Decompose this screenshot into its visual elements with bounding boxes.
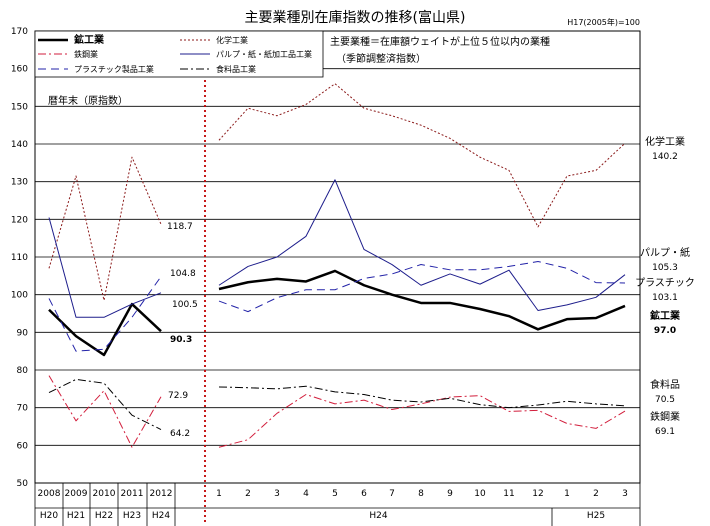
series-line-monthly-mining xyxy=(218,269,626,331)
annual-end-label-plastic: 104.8 xyxy=(170,269,196,279)
end-label-value-plastic: 103.1 xyxy=(652,293,678,303)
x-tick-label-month: 8 xyxy=(418,489,424,499)
series-line-annual-pulp xyxy=(48,217,162,318)
y-tick-label: 150 xyxy=(11,102,28,112)
y-tick-label: 100 xyxy=(11,291,28,301)
x-tick-label-month: 2 xyxy=(245,489,251,499)
x-tick-label-era: H21 xyxy=(67,511,85,521)
legend-label-plastic: プラスチック製品工業 xyxy=(74,64,154,74)
x-tick-label-month: 10 xyxy=(474,489,486,499)
series-line-monthly-food xyxy=(218,385,626,409)
end-label-name-pulp: パルプ・紙 xyxy=(640,246,690,259)
end-label-value-pulp: 105.3 xyxy=(652,263,678,273)
x-tick-label-year: 2009 xyxy=(65,489,88,499)
x-tick-label-month: 12 xyxy=(532,489,543,499)
series-line-annual-mining xyxy=(48,302,162,357)
y-tick-label: 60 xyxy=(17,441,29,451)
x-tick-label-era: H24 xyxy=(152,511,170,521)
x-group-label: H25 xyxy=(587,511,605,521)
x-tick-label-year: 2012 xyxy=(150,489,173,499)
chart-title: 主要業種別在庫指数の推移(富山県) xyxy=(245,9,466,26)
series-line-annual-plastic xyxy=(48,276,162,352)
annual-end-label-steel: 72.9 xyxy=(168,391,188,401)
x-tick-label-era: H23 xyxy=(123,511,141,521)
series-line-monthly-chemical xyxy=(218,83,626,228)
x-tick-label-month: 1 xyxy=(216,489,222,499)
end-label-name-steel: 鉄鋼業 xyxy=(650,410,680,423)
x-group-label: H24 xyxy=(369,511,387,521)
note-line-1: 主要業種＝在庫額ウェイトが上位５位以内の業種 xyxy=(330,35,550,48)
y-tick-label: 170 xyxy=(11,27,28,37)
end-label-value-mining: 97.0 xyxy=(654,326,676,336)
end-label-value-steel: 69.1 xyxy=(655,427,675,437)
legend-label-food: 食料品工業 xyxy=(216,64,256,74)
x-tick-label-year: 2008 xyxy=(38,489,61,499)
x-tick-label-month: 11 xyxy=(503,489,514,499)
legend-label-steel: 鉄鋼業 xyxy=(74,49,98,59)
end-label-value-food: 70.5 xyxy=(655,395,675,405)
y-tick-label: 140 xyxy=(11,140,28,150)
x-tick-label-year: 2010 xyxy=(93,489,116,499)
x-tick-label-month: 5 xyxy=(332,489,338,499)
end-label-name-plastic: プラスチック xyxy=(635,277,695,289)
x-tick-label-year: 2011 xyxy=(121,489,144,499)
y-tick-label: 70 xyxy=(17,404,29,414)
series-line-annual-steel xyxy=(48,375,162,448)
x-tick-label-month: 2 xyxy=(593,489,599,499)
y-tick-label: 50 xyxy=(17,479,29,489)
y-tick-label: 120 xyxy=(11,215,28,225)
legend-label-chemical: 化学工業 xyxy=(216,35,248,45)
y-tick-label: 80 xyxy=(17,366,29,376)
legend-label-mining: 鉱工業 xyxy=(74,33,105,46)
x-tick-label-month: 4 xyxy=(303,489,309,499)
legend-label-pulp: パルプ・紙・紙加工品工業 xyxy=(216,49,312,59)
y-tick-label: 160 xyxy=(11,65,28,75)
y-tick-label: 130 xyxy=(11,178,28,188)
y-tick-label: 110 xyxy=(11,253,28,263)
annual-end-label-chemical: 118.7 xyxy=(167,222,193,232)
panel-label: 暦年末（原指数） xyxy=(48,94,128,107)
annual-end-label-food: 64.2 xyxy=(170,429,190,439)
series-line-annual-food xyxy=(48,378,162,430)
x-tick-label-month: 7 xyxy=(389,489,395,499)
series-line-monthly-plastic xyxy=(218,261,626,313)
x-tick-label-month: 6 xyxy=(361,489,367,499)
series-line-annual-chemical xyxy=(48,156,162,301)
x-tick-label-era: H22 xyxy=(95,511,113,521)
note-line-2: （季節調整済指数） xyxy=(336,52,426,65)
x-tick-label-month: 1 xyxy=(564,489,570,499)
end-label-value-chemical: 140.2 xyxy=(652,152,678,162)
end-label-name-chemical: 化学工業 xyxy=(645,135,685,148)
x-tick-label-month: 3 xyxy=(274,489,280,499)
end-label-name-food: 食料品 xyxy=(650,378,680,391)
y-tick-label: 90 xyxy=(17,328,29,338)
annual-end-label-mining: 90.3 xyxy=(170,335,192,345)
x-tick-label-month: 3 xyxy=(622,489,628,499)
x-tick-label-era: H20 xyxy=(40,511,58,521)
legend-box xyxy=(34,30,324,78)
end-label-name-mining: 鉱工業 xyxy=(650,309,681,322)
annual-end-label-pulp: 100.5 xyxy=(172,300,198,310)
series-line-monthly-pulp xyxy=(218,179,626,311)
x-tick-label-month: 9 xyxy=(447,489,453,499)
series-line-monthly-steel xyxy=(218,393,626,448)
base-note: H17(2005年)=100 xyxy=(567,17,640,27)
